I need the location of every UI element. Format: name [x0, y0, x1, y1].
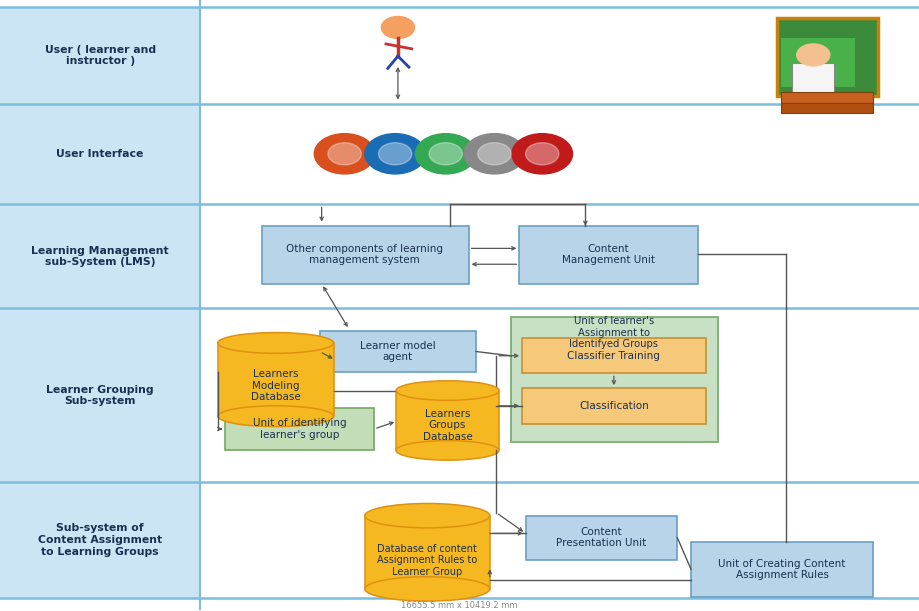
- Circle shape: [478, 143, 511, 165]
- Ellipse shape: [365, 503, 490, 528]
- Bar: [218, 343, 334, 416]
- Text: Unit of learner's
Assignment to
Identifyed Groups: Unit of learner's Assignment to Identify…: [570, 316, 658, 349]
- Ellipse shape: [218, 406, 334, 426]
- Ellipse shape: [365, 577, 490, 601]
- Text: Unit of Creating Content
Assignment Rules: Unit of Creating Content Assignment Rule…: [719, 558, 845, 580]
- Text: Unit of identifying
learner's group: Unit of identifying learner's group: [253, 418, 346, 440]
- Bar: [0, 205, 919, 308]
- Text: Classification: Classification: [579, 401, 649, 411]
- Text: Learners
Modeling
Database: Learners Modeling Database: [251, 369, 301, 402]
- Text: Learner model
agent: Learner model agent: [360, 341, 436, 362]
- Bar: [792, 63, 834, 97]
- Circle shape: [381, 16, 414, 38]
- Circle shape: [429, 143, 462, 165]
- Bar: [522, 338, 706, 373]
- Ellipse shape: [396, 441, 499, 460]
- Bar: [0, 104, 919, 205]
- Bar: [691, 542, 873, 597]
- Text: User Interface: User Interface: [56, 150, 144, 159]
- Ellipse shape: [396, 381, 499, 400]
- Text: User ( learner and
instructor ): User ( learner and instructor ): [45, 45, 155, 67]
- Circle shape: [328, 143, 361, 165]
- Text: Database of content
Assignment Rules to
Learner Group: Database of content Assignment Rules to …: [377, 544, 478, 577]
- Text: Learner Grouping
Sub-system: Learner Grouping Sub-system: [46, 385, 154, 406]
- Bar: [781, 38, 855, 87]
- Circle shape: [365, 134, 425, 174]
- Bar: [396, 390, 499, 450]
- Bar: [781, 103, 873, 113]
- Text: Classifier Training: Classifier Training: [567, 351, 661, 360]
- Circle shape: [526, 143, 559, 165]
- Text: Other components of learning
management system: Other components of learning management …: [287, 244, 443, 265]
- Text: Content
Presentation Unit: Content Presentation Unit: [556, 527, 646, 549]
- Bar: [781, 92, 873, 103]
- Bar: [777, 18, 878, 97]
- Bar: [365, 516, 490, 589]
- Bar: [0, 7, 919, 104]
- Bar: [0, 308, 919, 482]
- Circle shape: [464, 134, 525, 174]
- Text: Learners
Groups
Database: Learners Groups Database: [423, 409, 472, 442]
- Ellipse shape: [218, 332, 334, 353]
- Bar: [0, 482, 919, 598]
- Bar: [320, 331, 476, 372]
- Bar: [225, 408, 374, 450]
- Bar: [522, 388, 706, 423]
- Circle shape: [512, 134, 573, 174]
- Text: 16655.5 mm x 10419.2 mm: 16655.5 mm x 10419.2 mm: [402, 601, 517, 610]
- Circle shape: [415, 134, 476, 174]
- Circle shape: [797, 44, 830, 66]
- Text: Content
Management Unit: Content Management Unit: [562, 244, 655, 265]
- Text: Sub-system of
Content Assignment
to Learning Groups: Sub-system of Content Assignment to Lear…: [38, 524, 163, 557]
- Bar: [511, 317, 718, 442]
- Text: Learning Management
sub-System (LMS): Learning Management sub-System (LMS): [31, 246, 169, 267]
- Bar: [200, 0, 919, 610]
- Bar: [519, 226, 698, 284]
- Bar: [262, 226, 469, 284]
- Circle shape: [379, 143, 412, 165]
- Bar: [526, 516, 677, 560]
- Circle shape: [314, 134, 375, 174]
